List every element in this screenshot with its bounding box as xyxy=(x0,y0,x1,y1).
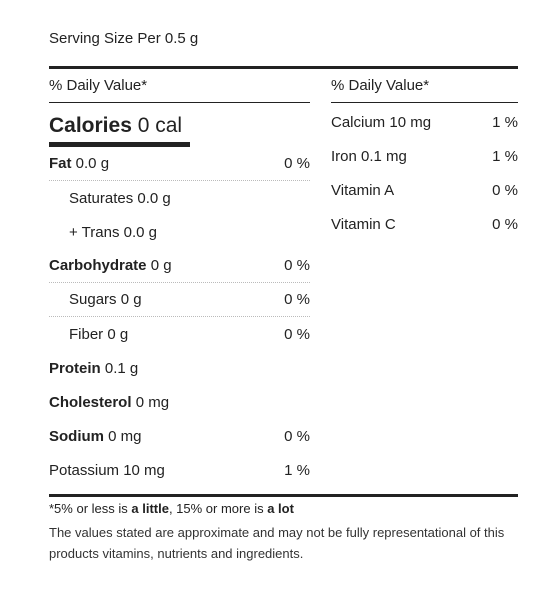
serving-size: Serving Size Per 0.5 g xyxy=(49,30,199,47)
nutrient-row-fat: Fat 0.0 g 0 % xyxy=(49,147,310,181)
nutrient-percent: 0 % xyxy=(284,325,310,343)
mineral-label: Vitamin A xyxy=(331,181,395,199)
nutrient-value: 0 mg xyxy=(108,427,142,445)
mineral-percent: 0 % xyxy=(492,181,518,199)
daily-value-header: % Daily Value* xyxy=(49,69,310,103)
nutrient-value: 0 g xyxy=(120,291,142,308)
nutrient-percent: 1 % xyxy=(284,461,310,479)
nutrient-value: 0.1 g xyxy=(104,359,139,377)
mineral-label: Calcium xyxy=(331,113,386,131)
mineral-percent: 1 % xyxy=(492,147,518,165)
nutrient-label: Sugars xyxy=(69,291,117,308)
mineral-label: Vitamin C xyxy=(331,215,396,233)
nutrient-list: Fat 0.0 g 0 % Saturates 0.0 g + Trans 0.… xyxy=(49,147,310,487)
mineral-value: 10 mg xyxy=(389,113,432,131)
mineral-row-calcium: Calcium 10 mg 1 % xyxy=(331,105,518,139)
nutrient-label: Sodium xyxy=(49,427,104,445)
nutrient-row-sodium: Sodium 0 mg 0 % xyxy=(49,419,310,453)
daily-value-header: % Daily Value* xyxy=(331,69,518,103)
nutrient-label: Fat xyxy=(49,155,72,172)
nutrient-percent: 0 % xyxy=(284,257,310,274)
mineral-percent: 0 % xyxy=(492,215,518,233)
nutrient-row-potassium: Potassium 10 mg 1 % xyxy=(49,453,310,487)
nutrient-label: + Trans xyxy=(69,223,120,241)
nutrient-label: Fiber xyxy=(69,325,104,343)
nutrient-percent: 0 % xyxy=(284,291,310,308)
nutrients-column: % Daily Value* Calories 0 cal Fat 0.0 g … xyxy=(49,69,310,487)
calories-underline xyxy=(49,142,190,147)
nutrient-value: 0.0 g xyxy=(75,155,110,172)
calories-label: Calories xyxy=(49,114,132,137)
nutrient-value: 10 mg xyxy=(123,461,165,479)
footnote-text: , 15% or more is xyxy=(168,501,268,516)
minerals-column: % Daily Value* Calcium 10 mg 1 % Iron 0.… xyxy=(331,69,518,241)
nutrient-label: Cholesterol xyxy=(49,393,132,411)
nutrient-label: Protein xyxy=(49,359,101,377)
nutrient-value: 0.0 g xyxy=(123,223,157,241)
nutrient-label: Carbohydrate xyxy=(49,257,147,274)
nutrient-percent: 0 % xyxy=(284,427,310,445)
nutrient-value: 0.0 g xyxy=(137,189,171,207)
nutrient-row-trans: + Trans 0.0 g xyxy=(49,215,310,249)
nutrient-row-carbohydrate: Carbohydrate 0 g 0 % xyxy=(49,249,310,283)
nutrient-value: 0 g xyxy=(107,325,129,343)
daily-value-footnote: *5% or less is a little, 15% or more is … xyxy=(49,500,294,518)
calories-value: 0 cal xyxy=(137,114,183,137)
nutrient-percent: 0 % xyxy=(284,155,310,172)
nutrient-label: Saturates xyxy=(69,189,134,207)
nutrient-label: Potassium xyxy=(49,461,120,479)
nutrient-row-sugars: Sugars 0 g 0 % xyxy=(49,283,310,317)
nutrient-row-protein: Protein 0.1 g xyxy=(49,351,310,385)
mineral-row-vitamin-a: Vitamin A 0 % xyxy=(331,173,518,207)
top-divider xyxy=(49,66,518,69)
mineral-value: 0.1 mg xyxy=(361,147,407,165)
disclaimer-text: The values stated are approximate and ma… xyxy=(49,525,505,561)
footnote-lot: a lot xyxy=(267,501,294,516)
mineral-row-vitamin-c: Vitamin C 0 % xyxy=(331,207,518,241)
calories-line: Calories 0 cal xyxy=(49,113,310,139)
nutrient-value: 0 g xyxy=(150,257,172,274)
mineral-list: Calcium 10 mg 1 % Iron 0.1 mg 1 % Vitami… xyxy=(331,105,518,241)
bottom-divider xyxy=(49,494,518,497)
nutrient-row-saturates: Saturates 0.0 g xyxy=(49,181,310,215)
mineral-percent: 1 % xyxy=(492,113,518,131)
nutrient-row-fiber: Fiber 0 g 0 % xyxy=(49,317,310,351)
footnote-text: *5% or less is xyxy=(49,501,132,516)
nutrient-value: 0 mg xyxy=(135,393,170,411)
nutrient-row-cholesterol: Cholesterol 0 mg xyxy=(49,385,310,419)
mineral-label: Iron xyxy=(331,147,357,165)
footnote-little: a little xyxy=(131,501,169,516)
mineral-row-iron: Iron 0.1 mg 1 % xyxy=(331,139,518,173)
